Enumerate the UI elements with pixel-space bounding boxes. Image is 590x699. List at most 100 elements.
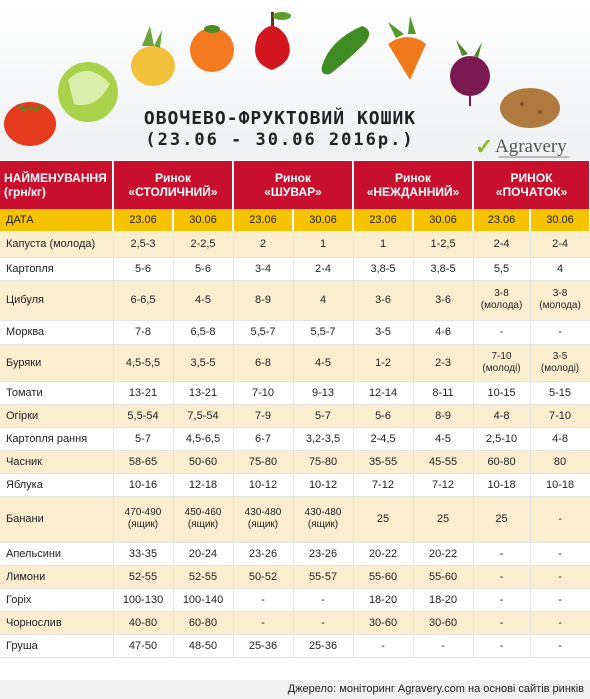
price-cell: 35-55 [353,450,414,474]
price-cell: 80 [530,450,590,474]
price-cell: 7,5-54 [173,404,234,428]
price-cell: 18-20 [353,588,414,612]
name-column-header: НАЙМЕНУВАННЯ (грн/кг) [0,161,114,209]
checkmark-icon: ✓ [475,134,494,159]
product-name: Буряки [0,344,114,382]
price-cell: 2-4 [530,231,590,258]
table-row: Томати 13-21 13-21 7-10 9-13 12-14 8-11 10-15 5-… [0,381,590,405]
price-cell: 23-26 [293,542,354,566]
date-cell: 30.06 [413,209,475,231]
price-cell: 7-9 [233,404,294,428]
price-cell: - [530,565,590,589]
price-cell: 3,2-3,5 [293,427,354,451]
price-cell: 6-6,5 [113,280,174,321]
apple-icon [255,12,291,70]
price-cell: 25-36 [233,634,294,658]
price-cell: 5,5 [473,257,531,281]
price-cell: 1 [293,231,354,258]
price-cell: 5-7 [293,404,354,428]
price-cell: 3-8 (молода) [473,280,531,321]
price-cell: 33-35 [113,542,174,566]
price-cell: 4-8 [473,404,531,428]
price-cell: 3-8 (молода) [530,280,590,321]
table-row: Капуста (молода) 2,5-3 2-2,5 2 1 1 1-2,5 2-4 2-4 [0,231,590,258]
price-cell: 6-8 [233,344,294,382]
price-cell: 2,5-10 [473,427,531,451]
table-row: Огірки 5,5-54 7,5-54 7-9 5-7 5-6 8-9 4-8 7-10 [0,404,590,428]
agravery-logo: ✓ Agravery [475,134,585,159]
price-cell: 4-6 [413,320,474,345]
price-cell: 450-460 (ящик) [173,496,234,543]
orange-icon [190,25,234,72]
carrot-icon [388,16,426,80]
price-cell: 4-8 [530,427,590,451]
source-text: Джерело: моніторинг Agravery.com на осно… [287,683,584,695]
table-row: Картопля 5-6 5-6 3-4 2-4 3,8-5 3,8-5 5,5 4 [0,257,590,281]
date-cell: 23.06 [113,209,174,231]
price-cell: 58-65 [113,450,174,474]
table-row: Часник 58-65 50-60 75-80 75-80 35-55 45-55 60-8… [0,450,590,474]
date-cell: 23.06 [353,209,415,231]
price-cell: 1-2 [353,344,414,382]
product-name: Часник [0,450,114,474]
table-row: Картопля рання 5-7 4,5-6,5 6-7 3,2-3,5 2-4,5 4… [0,427,590,451]
price-cell: 4-5 [413,427,474,451]
price-cell: 10-12 [293,473,354,497]
table-row: Апельсини 33-35 20-24 23-26 23-26 20-22 20-22-… [0,542,590,566]
price-cell: 12-18 [173,473,234,497]
date-cell: 30.06 [530,209,590,231]
market-stolychnyi-header: Ринок «СТОЛИЧНИЙ» [113,161,234,209]
price-cell: 10-15 [473,381,531,405]
price-cell: 9-13 [293,381,354,405]
price-cell: 7-10 [233,381,294,405]
price-cell: 7-10 [530,404,590,428]
table-row: Буряки 4,5-5,5 3,5-5 6-8 4-5 1-2 2-3 7-10 (молод… [0,344,590,382]
price-cell: 20-22 [353,542,414,566]
vegetables-illustration [4,12,560,146]
price-cell: 48-50 [173,634,234,658]
market-shuvar-header: Ринок «ШУВАР» [233,161,355,209]
price-cell: 4 [530,257,590,281]
price-cell: - [473,320,531,345]
price-cell: 2 [233,231,294,258]
price-cell: 20-22 [413,542,474,566]
price-cell: 10-18 [530,473,590,497]
price-cell: - [293,611,354,635]
price-cell: 3-5 [353,320,414,345]
price-cell: - [413,634,474,658]
price-cell: 5-7 [113,427,174,451]
price-cell: 13-21 [173,381,234,405]
price-cell: 10-12 [233,473,294,497]
logo-text: Agravery [495,136,567,157]
price-cell: 60-80 [173,611,234,635]
price-cell: - [473,542,531,566]
price-cell: 5,5-54 [113,404,174,428]
price-cell: 4 [293,280,354,321]
price-cell: 5-6 [353,404,414,428]
date-label: ДАТА [0,209,114,231]
price-cell: 8-9 [233,280,294,321]
price-cell: 2,5-3 [113,231,174,258]
price-cell: - [473,588,531,612]
product-name: Чорнослив [0,611,114,635]
price-cell: 55-57 [293,565,354,589]
potato-icon [500,88,560,128]
price-cell: 30-60 [353,611,414,635]
table-row: Груша 47-50 48-50 25-36 25-36- - - - [0,634,590,658]
price-cell: 52-55 [173,565,234,589]
product-name: Огірки [0,404,114,428]
price-cell: 3,5-5 [173,344,234,382]
table-row: Морква 7-8 6,5-8 5,5-7 5,5-7 3-5 4-6- - [0,320,590,345]
table-row: Яблука 10-16 12-18 10-12 10-12 7-12 7-12 10-18 1… [0,473,590,497]
price-cell: 4,5-5,5 [113,344,174,382]
price-cell: 2-3 [413,344,474,382]
price-cell: 2-4 [293,257,354,281]
beet-icon [450,40,490,106]
price-cell: - [293,588,354,612]
price-cell: 5,5-7 [233,320,294,345]
market-nezhdannyi-header: Ринок «НЕЖДАННИЙ» [353,161,475,209]
product-name: Морква [0,320,114,345]
price-cell: 100-140 [173,588,234,612]
date-range-subtitle: (23.06 - 30.06 2016р.) [145,130,415,150]
product-name: Капуста (молода) [0,231,114,258]
